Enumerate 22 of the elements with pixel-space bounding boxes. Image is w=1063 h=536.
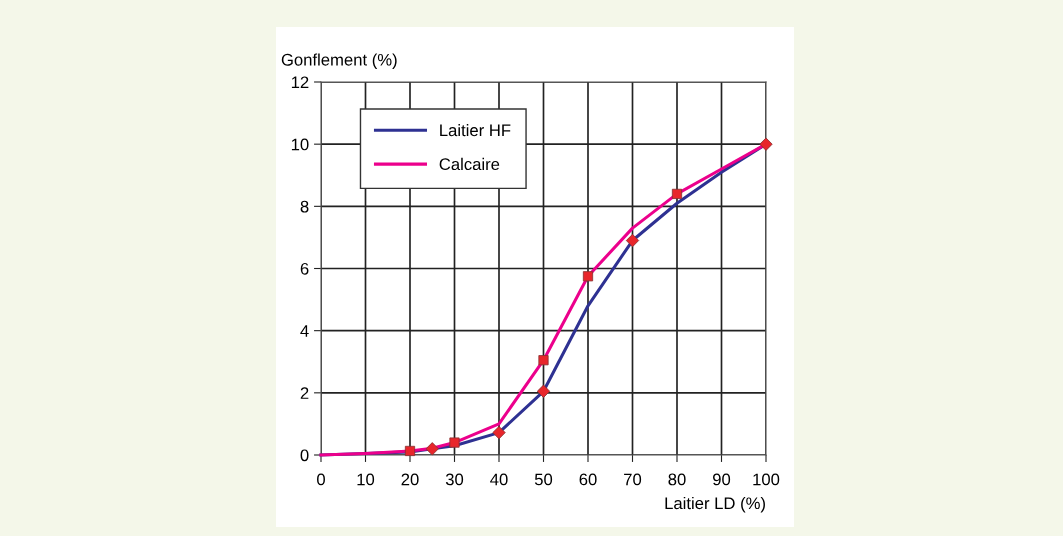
y-tick-label: 12: [291, 76, 309, 89]
y-tick-label: 10: [291, 138, 309, 151]
y-tick-label: 4: [300, 325, 309, 337]
x-tick-label: 90: [713, 473, 731, 486]
x-axis-title: Laitier LD (%): [665, 496, 765, 513]
y-axis-title: Gonflement (%): [281, 53, 397, 69]
x-tick-label: 100: [753, 473, 780, 486]
x-tick-label: 20: [401, 473, 419, 486]
y-tick-label: 6: [300, 262, 309, 275]
x-tick-label: 10: [357, 473, 375, 486]
y-tick-label: 0: [300, 449, 309, 462]
legend-label: Laitier HF: [440, 123, 511, 137]
x-tick-label: 80: [668, 473, 686, 486]
x-tick-label: 60: [579, 473, 597, 486]
x-tick-label: 50: [534, 473, 553, 486]
x-tick-label: 70: [624, 473, 642, 486]
x-tick-label: 30: [445, 473, 464, 486]
y-tick-label: 8: [300, 200, 309, 213]
y-tick-label: 2: [300, 387, 309, 399]
legend-label: Calcaire: [439, 157, 500, 171]
x-tick-label: 0: [317, 473, 325, 486]
x-tick-label: 40: [490, 473, 508, 486]
